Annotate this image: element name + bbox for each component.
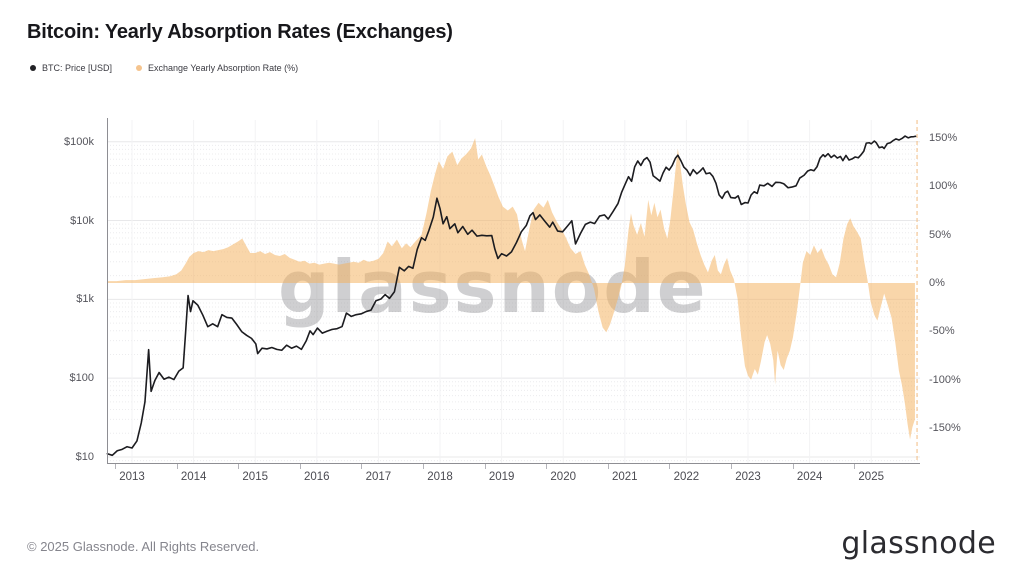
x-tick-mark bbox=[423, 464, 424, 469]
legend-item-absorption-rate[interactable]: Exchange Yearly Absorption Rate (%) bbox=[136, 63, 298, 73]
x-tick-mark bbox=[238, 464, 240, 469]
y-left-tick-label: $10k bbox=[70, 214, 94, 227]
x-tick-label: 2013 bbox=[119, 471, 145, 483]
x-tick-mark bbox=[361, 464, 363, 469]
y-right-tick-label: 50% bbox=[929, 228, 952, 241]
x-tick-mark bbox=[854, 464, 856, 469]
btc-price-line bbox=[106, 135, 917, 457]
chart-canvas[interactable] bbox=[106, 120, 920, 463]
y-left-tick-label: $10 bbox=[75, 450, 94, 463]
y-right-tick-label: 150% bbox=[929, 132, 958, 145]
y-left-tick-label: $100k bbox=[64, 135, 94, 148]
y-right-tick-label: -100% bbox=[929, 373, 961, 386]
y-left-tick-label: $100 bbox=[69, 372, 94, 385]
copyright-text: © 2025 Glassnode. All Rights Reserved. bbox=[27, 539, 260, 554]
x-tick-mark bbox=[607, 464, 609, 469]
legend-item-btc-price[interactable]: BTC: Price [USD] bbox=[30, 63, 112, 73]
x-tick-mark bbox=[669, 464, 671, 469]
absorption-rate-area bbox=[107, 138, 915, 440]
x-tick-label: 2017 bbox=[365, 471, 392, 483]
x-axis-line bbox=[107, 463, 920, 464]
x-tick-label: 2020 bbox=[550, 471, 576, 483]
x-tick-mark bbox=[546, 464, 548, 469]
x-tick-mark bbox=[115, 464, 116, 469]
y-left-tick-label: $1k bbox=[76, 293, 94, 306]
y-axis-line bbox=[107, 118, 108, 464]
x-tick-label: 2016 bbox=[304, 471, 330, 483]
y-right-tick-label: -150% bbox=[929, 421, 961, 434]
x-tick-label: 2014 bbox=[180, 471, 207, 483]
x-tick-label: 2021 bbox=[612, 471, 638, 483]
glassnode-logo: glassnode bbox=[841, 526, 996, 561]
x-tick-mark bbox=[176, 464, 178, 469]
page-title: Bitcoin: Yearly Absorption Rates (Exchan… bbox=[27, 21, 453, 43]
x-tick-label: 2019 bbox=[488, 471, 515, 483]
x-tick-mark bbox=[792, 464, 794, 469]
legend-label-btc-price: BTC: Price [USD] bbox=[42, 63, 113, 73]
x-tick-label: 2023 bbox=[735, 471, 761, 483]
price-series-dot-icon bbox=[30, 65, 36, 71]
x-tick-label: 2025 bbox=[858, 471, 884, 483]
x-tick-label: 2024 bbox=[796, 471, 823, 483]
absorption-series-dot-icon bbox=[136, 65, 143, 71]
y-right-tick-label: 100% bbox=[929, 180, 958, 193]
legend-label-absorption-rate: Exchange Yearly Absorption Rate (%) bbox=[148, 63, 299, 73]
x-tick-label: 2015 bbox=[242, 471, 268, 483]
x-tick-label: 2022 bbox=[673, 471, 700, 483]
x-tick-mark bbox=[731, 464, 732, 469]
x-tick-label: 2018 bbox=[427, 471, 453, 483]
plot-area: glassnode $100k $10k $1k $100 $10 150% 100% 50… bbox=[64, 118, 961, 483]
x-tick-mark bbox=[484, 464, 486, 469]
legend: BTC: Price [USD] Exchange Yearly Absorpt… bbox=[30, 63, 298, 73]
y-right-tick-label: 0% bbox=[929, 276, 945, 289]
x-tick-mark bbox=[299, 464, 301, 469]
y-right-tick-label: -50% bbox=[929, 325, 955, 338]
